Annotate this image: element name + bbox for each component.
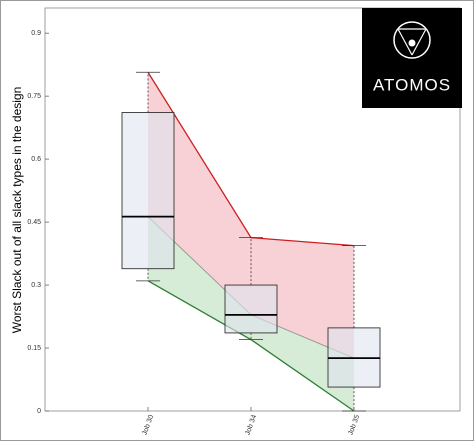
logo-line (411, 28, 427, 56)
logo: ATOMOS (362, 8, 462, 108)
lower-area (148, 216, 354, 411)
logo-line (397, 28, 413, 56)
box (224, 284, 278, 334)
y-tick-label: 0.45 (27, 219, 41, 226)
upper-area (148, 72, 354, 359)
logo-dot (408, 39, 416, 47)
y-tick-label: 0.9 (31, 30, 41, 37)
y-tick-label: 0.75 (27, 93, 41, 100)
y-tick-label: 0.15 (27, 345, 41, 352)
y-tick-label: 0.3 (31, 282, 41, 289)
y-tick-label: 0 (37, 408, 41, 415)
y-axis-label: Worst Slack out of all slack types in th… (10, 87, 24, 334)
logo-ring (393, 21, 431, 59)
plot-frame (44, 7, 461, 412)
y-tick-label: 0.6 (31, 156, 41, 163)
box (121, 112, 175, 270)
logo-text: ATOMOS (373, 75, 451, 94)
